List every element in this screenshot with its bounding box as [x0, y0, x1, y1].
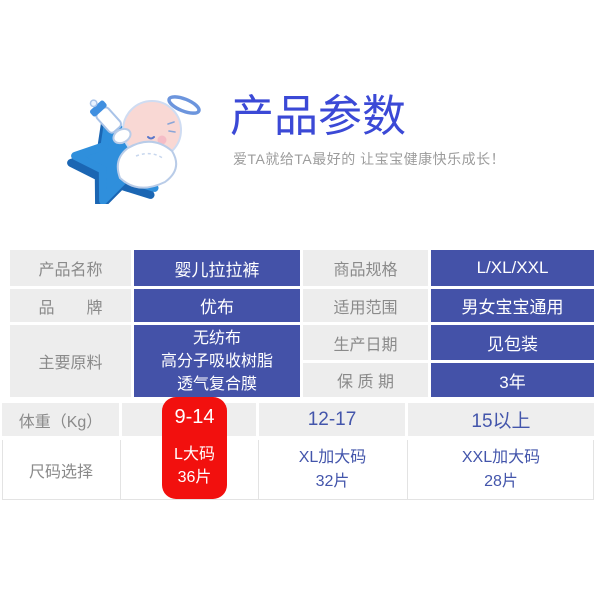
weight-row-label: 体重（Kg）: [2, 403, 119, 436]
spec-label-product-name: 产品名称: [10, 250, 131, 286]
baby-on-star-icon: [67, 95, 201, 204]
size-option-xl[interactable]: XL加大码 32片: [259, 440, 406, 500]
spec-value-materials: 无纺布 高分子吸收树脂 透气复合膜: [134, 325, 300, 397]
size-option-count: 32片: [315, 473, 350, 490]
size-option-xxl[interactable]: XXL加大码 28片: [408, 440, 594, 500]
material-line: 透气复合膜: [176, 375, 257, 393]
spec-label-spec: 商品规格: [303, 250, 428, 286]
weight-option-2: 12-17: [259, 403, 405, 436]
spec-value-spec: L/XL/XXL: [431, 250, 594, 286]
size-row-label: 尺码选择: [28, 464, 93, 481]
spec-value-shelf-life: 3年: [431, 363, 594, 397]
page-subtitle: 爱TA就给TA最好的 让宝宝健康快乐成长！: [233, 151, 506, 167]
size-option-count: 28片: [484, 473, 518, 490]
spec-label-materials: 主要原料: [10, 325, 131, 397]
size-option-name: XL加大码: [298, 449, 367, 466]
page-title: 产品参数: [230, 92, 406, 141]
selected-size-block: L大码 36片: [174, 437, 215, 499]
size-row-divider: [120, 440, 121, 500]
selected-size-name: L大码: [174, 446, 215, 463]
size-row-divider: [258, 440, 259, 500]
spec-value-production-date: 见包装: [431, 325, 594, 360]
selected-size-count: 36片: [177, 469, 212, 486]
halo-icon: [167, 95, 201, 115]
weight-option-3: 15以上: [408, 403, 594, 436]
spec-value-range: 男女宝宝通用: [431, 289, 594, 322]
size-row-bottom-border: [2, 499, 594, 500]
spec-label-shelf-life: 保 质 期: [303, 363, 428, 397]
size-row-right-border: [593, 440, 594, 500]
selected-weight-range: 9-14: [174, 405, 215, 428]
material-line: 高分子吸收树脂: [160, 352, 273, 370]
size-row-left-border: [2, 440, 3, 500]
size-option-name: XXL加大码: [461, 449, 541, 466]
spec-label-range: 适用范围: [303, 289, 428, 322]
size-row-divider: [407, 440, 408, 500]
spec-label-brand: 品 牌: [10, 289, 131, 322]
spec-value-brand: 优布: [134, 289, 300, 322]
spec-value-product-name: 婴儿拉拉裤: [134, 250, 300, 286]
spec-label-production-date: 生产日期: [303, 325, 428, 360]
milk-bottle-icon: [89, 99, 122, 134]
material-line: 无纺布: [192, 329, 241, 347]
selected-size-option-l[interactable]: 9-14 L大码 36片: [162, 397, 227, 499]
